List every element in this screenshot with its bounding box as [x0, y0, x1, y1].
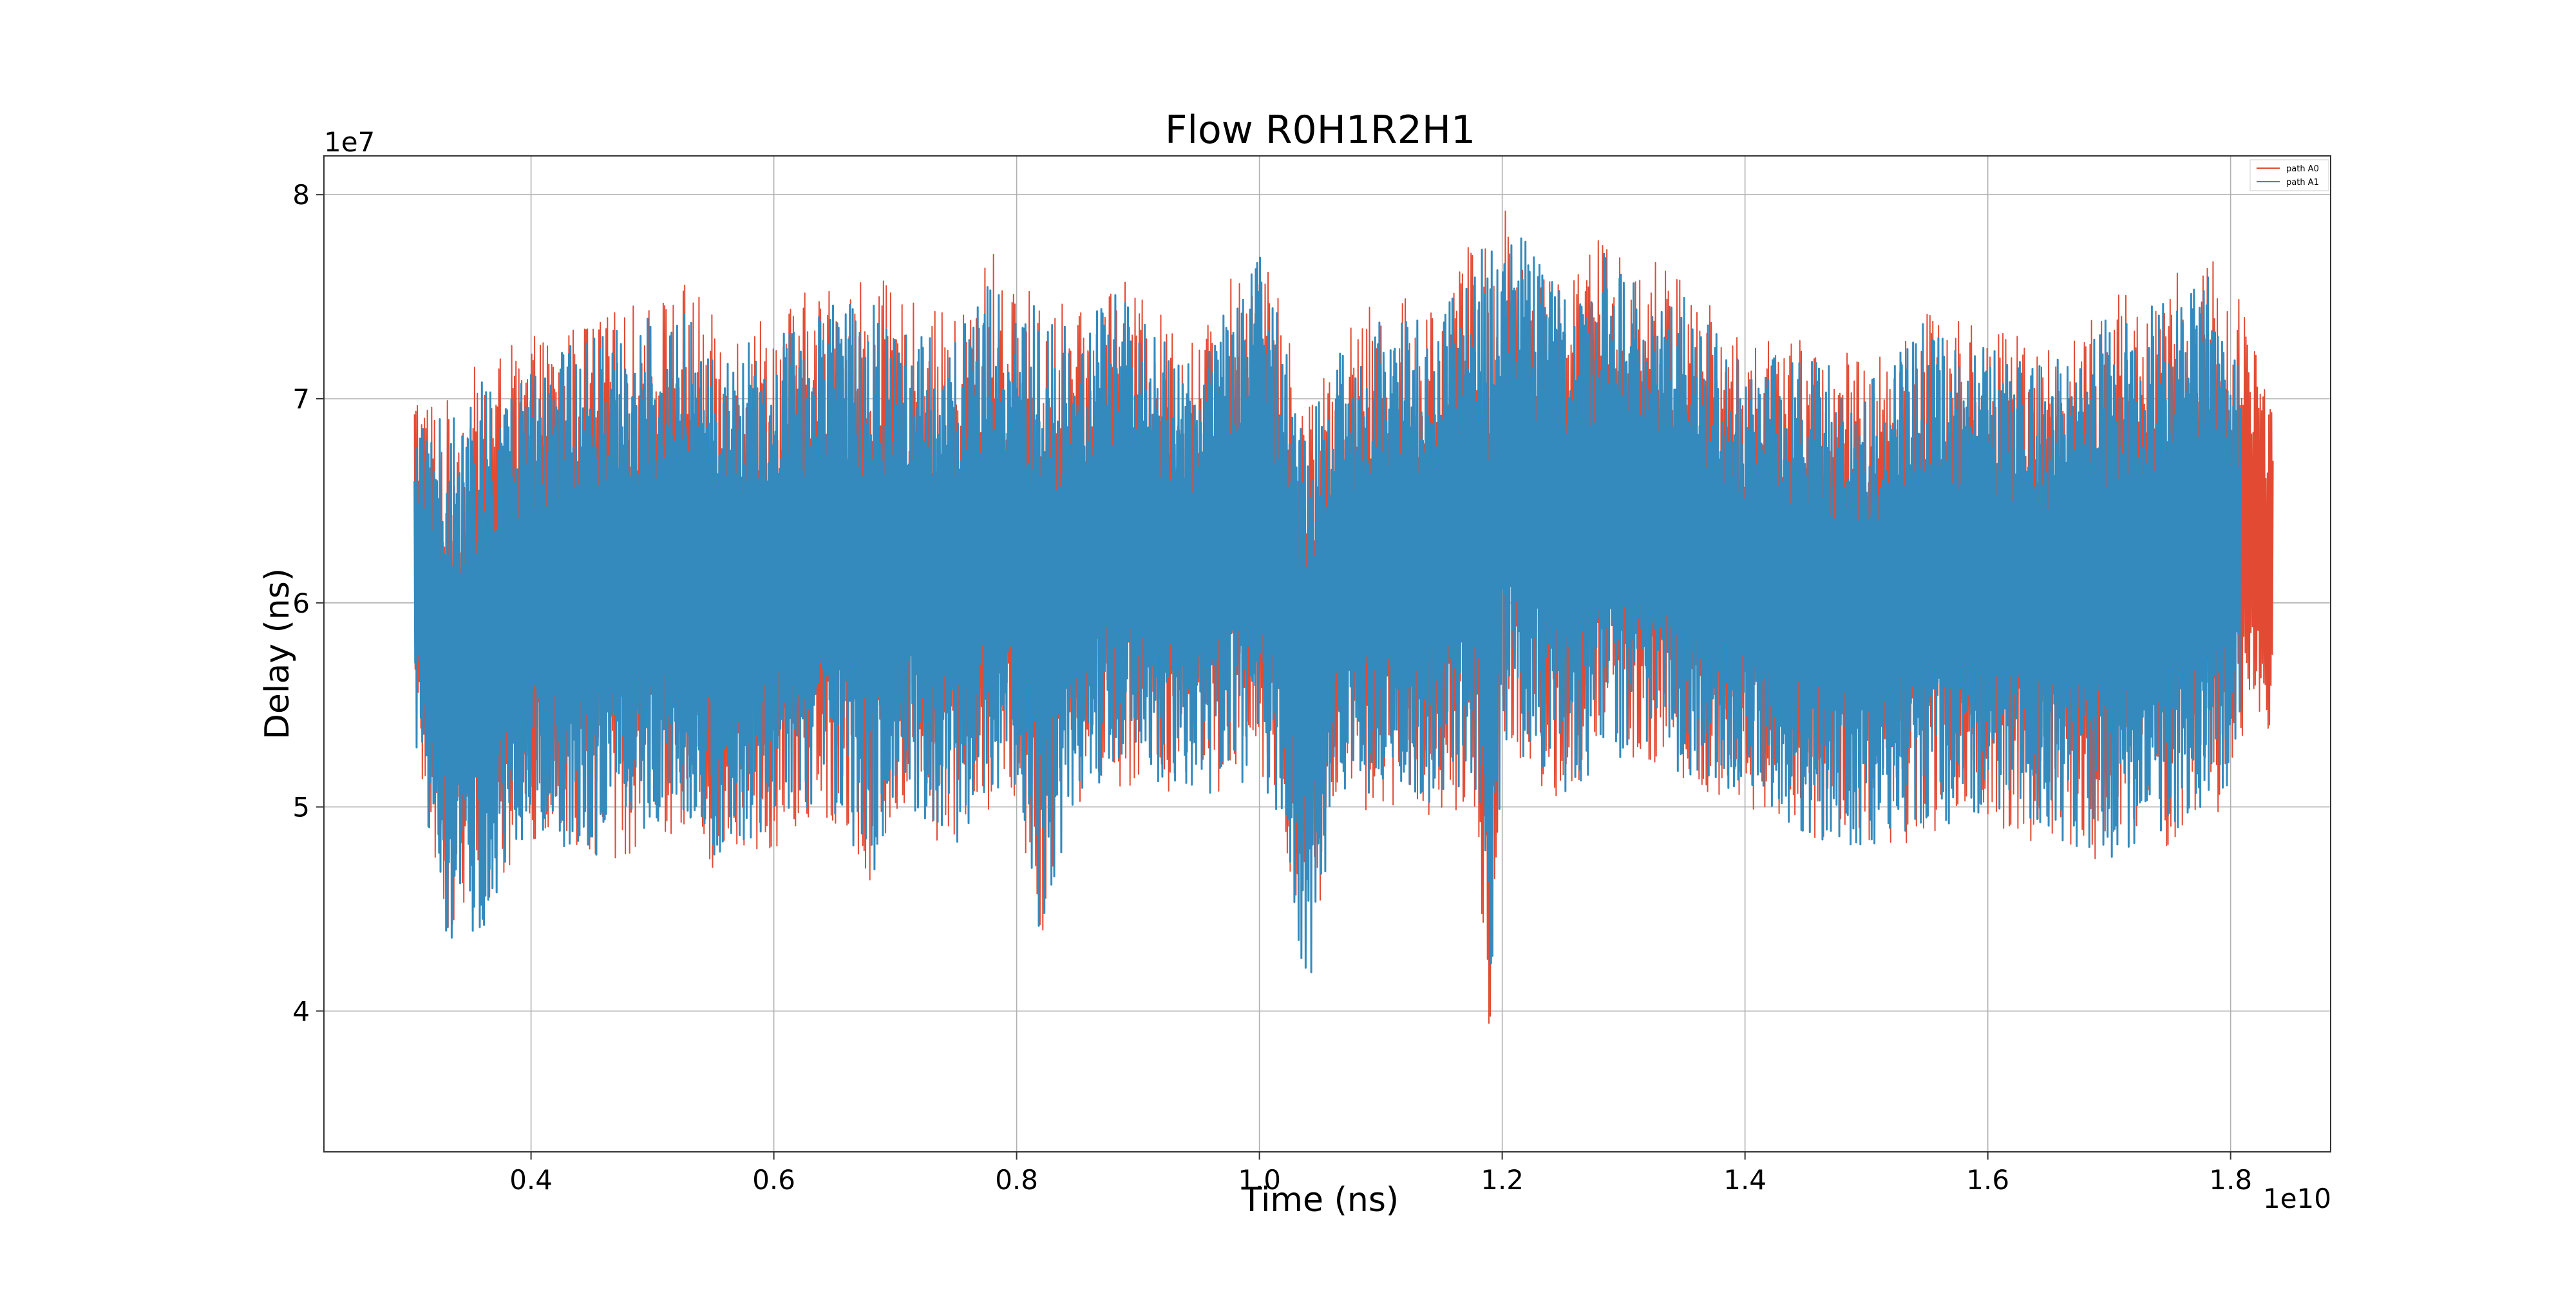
x-tick-label: 0.4	[509, 1164, 553, 1196]
x-tick-label: 0.6	[752, 1164, 795, 1196]
x-tick-label: 1.6	[1966, 1164, 2009, 1196]
y-tick-label: 4	[292, 995, 310, 1027]
y-axis-label: Delay (ns)	[258, 568, 297, 740]
x-axis-offset-label: 1e10	[2263, 1183, 2331, 1214]
y-tick-label: 6	[292, 588, 310, 619]
x-tick-label: 1.8	[2209, 1164, 2252, 1196]
x-tick-label: 1.4	[1723, 1164, 1766, 1196]
y-tick-label: 8	[292, 179, 310, 211]
x-axis-label: Time (ns)	[1241, 1181, 1399, 1219]
x-tick-label: 1.0	[1238, 1164, 1281, 1196]
series-line-path-a1	[413, 237, 2242, 973]
legend-label-path-a1: path A1	[2286, 178, 2319, 187]
legend-label-path-a0: path A0	[2286, 164, 2319, 174]
series-layer	[413, 210, 2274, 1024]
axis-ticks: 0.4 0.6 0.8 1.0 1.2 1.4 1.6 1.8 4 5 6 7 8	[292, 179, 2252, 1196]
legend-box	[2249, 159, 2329, 191]
y-axis-offset-label: 1e7	[324, 126, 375, 158]
x-tick-label: 0.8	[995, 1164, 1038, 1196]
y-tick-label: 5	[292, 792, 310, 823]
x-tick-label: 1.2	[1481, 1164, 1524, 1196]
legend: path A0 path A1	[2249, 159, 2329, 191]
plot-frame	[323, 155, 2331, 1152]
y-tick-label: 7	[292, 383, 310, 415]
chart-title: Flow R0H1R2H1	[1165, 108, 1475, 153]
